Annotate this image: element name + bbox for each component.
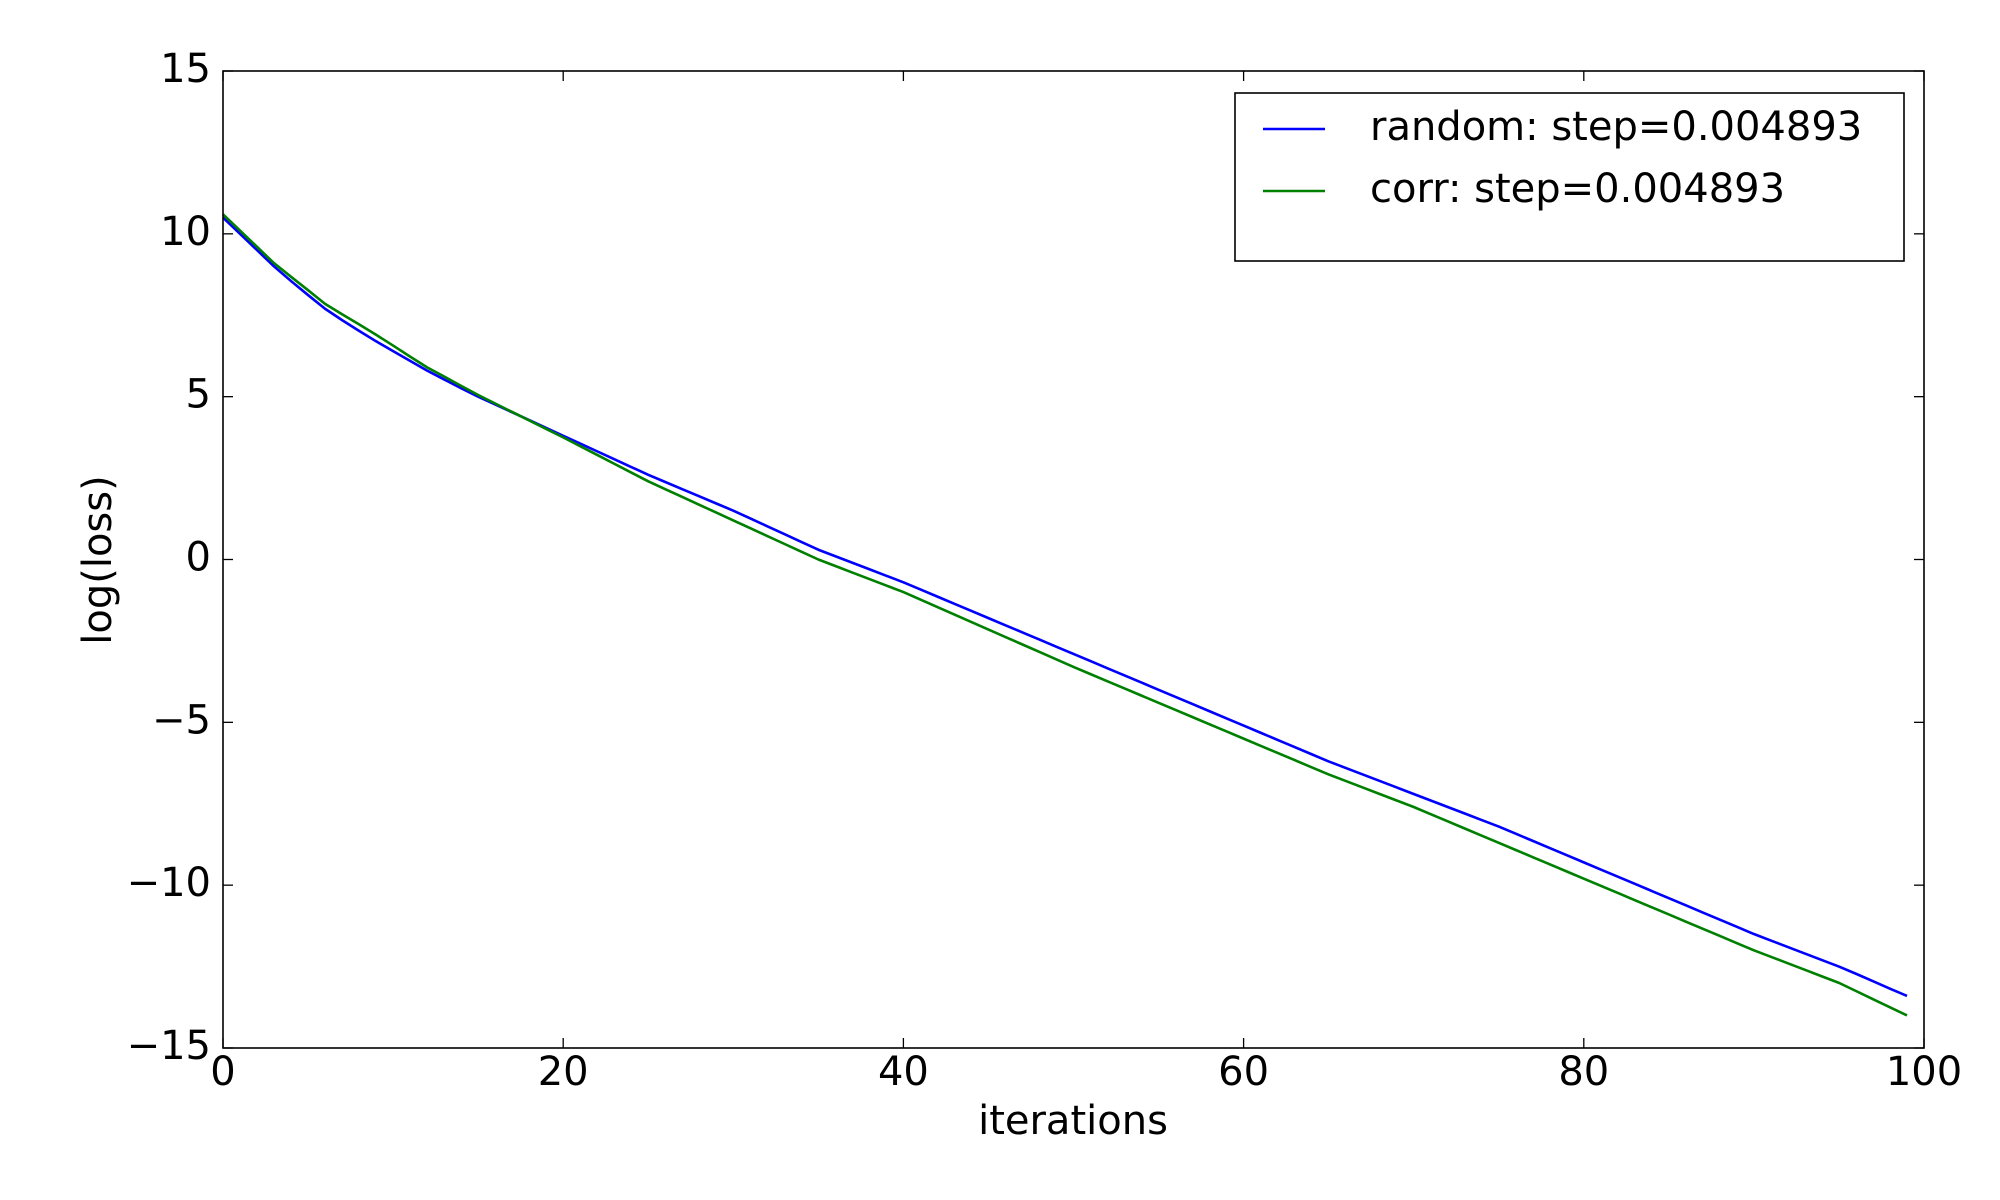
y-axis-label: log(loss) bbox=[75, 475, 121, 644]
series-line bbox=[222, 213, 1908, 1017]
y-tick-label: −10 bbox=[127, 860, 211, 906]
y-tick-label: 15 bbox=[160, 46, 211, 92]
x-tick-label: 20 bbox=[538, 1049, 589, 1095]
x-tick-label: 60 bbox=[1218, 1049, 1269, 1095]
y-tick-label: 10 bbox=[160, 209, 211, 255]
series-line bbox=[222, 216, 1908, 998]
y-tick-label: 0 bbox=[186, 535, 211, 581]
legend-label: random: step=0.004893 bbox=[1370, 104, 1862, 150]
y-tick-label: 5 bbox=[186, 372, 211, 418]
legend-label: corr: step=0.004893 bbox=[1370, 166, 1785, 212]
plot-frame bbox=[222, 70, 1925, 1049]
x-axis-label: iterations bbox=[978, 1098, 1168, 1144]
legend-box bbox=[1234, 92, 1905, 262]
x-tick-label: 80 bbox=[1558, 1049, 1609, 1095]
x-tick-label: 0 bbox=[210, 1049, 235, 1095]
x-tick-label: 100 bbox=[1886, 1049, 1962, 1095]
x-tick-label: 40 bbox=[878, 1049, 929, 1095]
y-tick-label: −5 bbox=[152, 697, 211, 743]
y-tick-label: −15 bbox=[127, 1023, 211, 1069]
